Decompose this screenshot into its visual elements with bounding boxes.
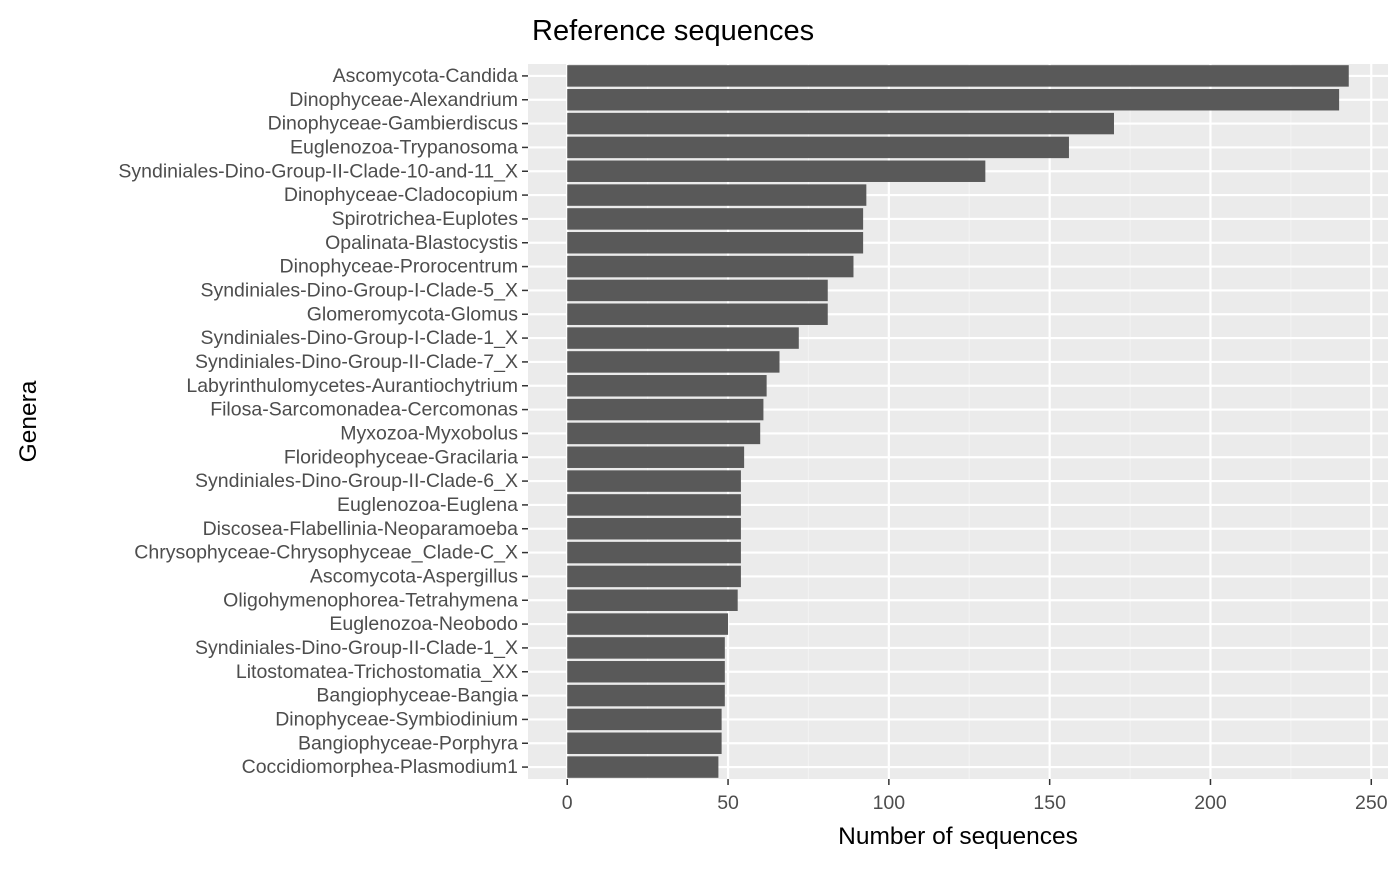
- bar: [567, 661, 725, 683]
- y-tick-label: Coccidiomorphea-Plasmodium1: [242, 756, 518, 778]
- bar: [567, 589, 738, 611]
- x-tick-label: 0: [562, 792, 573, 814]
- y-tick-label: Ascomycota-Aspergillus: [310, 565, 518, 587]
- bar: [567, 756, 719, 778]
- x-tick-label: 150: [1033, 792, 1066, 814]
- y-tick-label: Myxozoa-Myxobolus: [340, 422, 518, 444]
- bar: [567, 279, 828, 302]
- y-tick-label: Filosa-Sarcomonadea-Cercomonas: [210, 399, 518, 421]
- bar: [567, 470, 741, 492]
- bar: [567, 208, 864, 230]
- bar: [567, 518, 741, 540]
- y-tick-label: Ascomycota-Candida: [333, 65, 518, 87]
- y-tick-label: Dinophyceae-Symbiodinium: [275, 708, 518, 730]
- bar: [567, 541, 741, 564]
- y-tick-label: Labyrinthulomycetes-Aurantiochytrium: [186, 375, 518, 397]
- y-tick-label: Dinophyceae-Gambierdiscus: [268, 113, 519, 135]
- bar: [567, 184, 867, 206]
- y-tick-label: Oligohymenophorea-Tetrahymena: [223, 589, 518, 611]
- bar: [567, 327, 799, 349]
- x-tick-label: 100: [873, 792, 906, 814]
- y-tick-label: Bangiophyceae-Porphyra: [298, 732, 518, 754]
- x-axis-title: Number of sequences: [838, 823, 1078, 850]
- y-tick-label: Chrysophyceae-Chrysophyceae_Clade-C_X: [134, 542, 518, 564]
- y-tick-label: Euglenozoa-Neobodo: [329, 613, 518, 635]
- bar: [567, 232, 864, 254]
- bars: [567, 65, 1349, 778]
- y-tick-label: Discosea-Flabellinia-Neoparamoeba: [203, 518, 519, 540]
- y-tick-label: Dinophyceae-Cladocopium: [284, 184, 518, 206]
- bar: [567, 494, 741, 516]
- x-tick-label: 50: [717, 792, 739, 814]
- bar: [567, 637, 725, 659]
- chart-title: Reference sequences: [532, 15, 814, 47]
- y-tick-label: Syndiniales-Dino-Group-II-Clade-6_X: [195, 470, 518, 492]
- bar: [567, 351, 780, 373]
- bar: [567, 684, 725, 707]
- y-tick-label: Opalinata-Blastocystis: [325, 232, 518, 254]
- y-tick-label: Syndiniales-Dino-Group-II-Clade-7_X: [195, 351, 518, 373]
- y-tick-label: Bangiophyceae-Bangia: [316, 685, 518, 707]
- y-tick-label: Syndiniales-Dino-Group-I-Clade-1_X: [200, 327, 518, 349]
- y-tick-label: Dinophyceae-Alexandrium: [289, 89, 518, 111]
- y-tick-label: Spirotrichea-Euplotes: [332, 208, 519, 230]
- x-axis: 0 50 100 150 200 250: [562, 779, 1388, 814]
- bar: [567, 708, 722, 731]
- bar: [567, 613, 729, 635]
- bar: [567, 565, 741, 588]
- y-tick-label: Euglenozoa-Euglena: [337, 494, 518, 516]
- y-tick-label: Euglenozoa-Trypanosoma: [290, 136, 518, 158]
- bar: [567, 422, 761, 445]
- x-tick-label: 250: [1355, 792, 1388, 814]
- bar: [567, 89, 1340, 111]
- y-tick-label: Syndiniales-Dino-Group-II-Clade-10-and-1…: [118, 160, 518, 182]
- bar: [567, 732, 722, 754]
- bar: [567, 136, 1069, 159]
- y-tick-label: Florideophyceae-Gracilaria: [284, 446, 518, 468]
- bar: [567, 65, 1349, 87]
- bar: [567, 398, 764, 421]
- y-tick-label: Glomeromycota-Glomus: [307, 303, 519, 325]
- y-tick-label: Syndiniales-Dino-Group-II-Clade-1_X: [195, 637, 518, 659]
- y-tick-label: Litostomatea-Trichostomatia_XX: [236, 661, 518, 683]
- bar: [567, 375, 767, 397]
- bar: [567, 446, 745, 468]
- y-axis: Ascomycota-CandidaDinophyceae-Alexandriu…: [118, 65, 528, 778]
- plot-panel: [528, 64, 1388, 779]
- bar: [567, 112, 1114, 135]
- y-tick-label: Syndiniales-Dino-Group-I-Clade-5_X: [200, 279, 518, 301]
- bar: [567, 160, 986, 182]
- y-axis-title: Genera: [15, 380, 42, 462]
- x-tick-label: 200: [1194, 792, 1227, 814]
- bar: [567, 255, 854, 278]
- bar: [567, 303, 828, 325]
- y-tick-label: Dinophyceae-Prorocentrum: [280, 256, 518, 278]
